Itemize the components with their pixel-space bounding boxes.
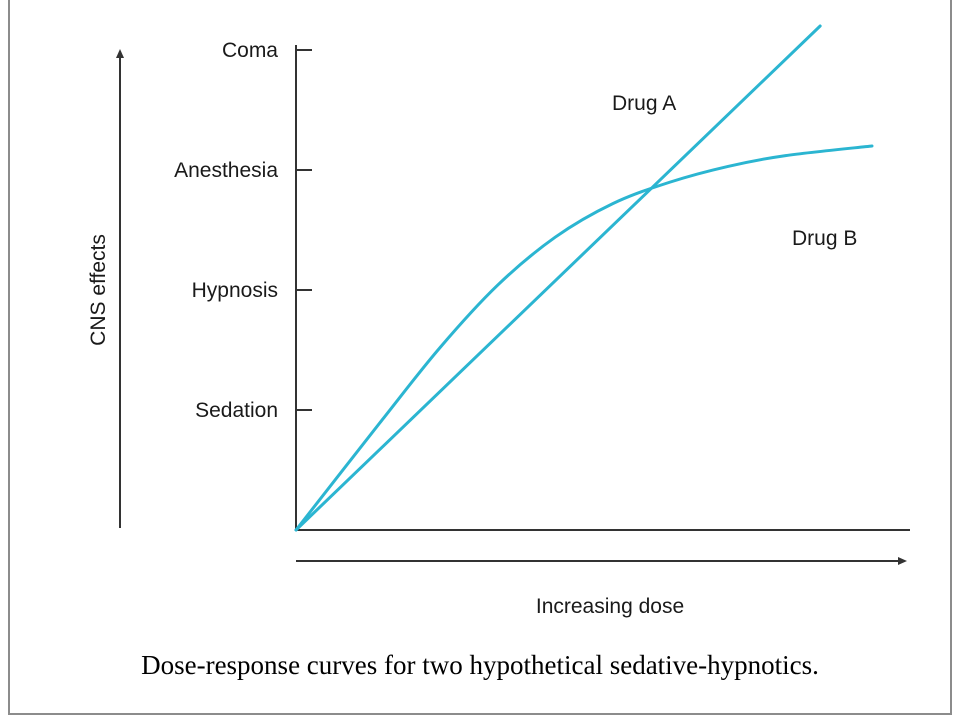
figure-caption: Dose-response curves for two hypothetica… bbox=[141, 650, 819, 680]
y-tick-label: Coma bbox=[222, 39, 278, 62]
y-tick-label: Anesthesia bbox=[174, 159, 278, 182]
figure-frame bbox=[8, 0, 952, 715]
series-label-drug-b: Drug B bbox=[792, 227, 857, 250]
dose-response-chart: Sedation Hypnosis Anesthesia Coma Drug A Dru… bbox=[87, 24, 910, 618]
y-tick-label: Sedation bbox=[195, 399, 278, 422]
y-axis-label: CNS effects bbox=[87, 234, 110, 346]
y-tick-label: Hypnosis bbox=[192, 279, 278, 302]
series-line-drug-a bbox=[294, 24, 822, 532]
series-line-drug-b bbox=[294, 144, 874, 532]
x-axis-label: Increasing dose bbox=[536, 595, 684, 618]
series-label-drug-a: Drug A bbox=[612, 92, 676, 115]
